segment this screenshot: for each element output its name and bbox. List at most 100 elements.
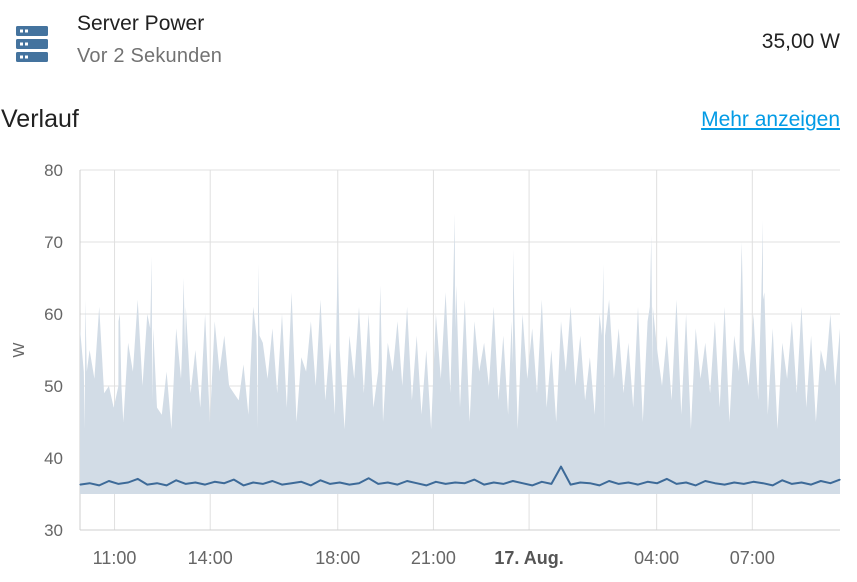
series-point — [829, 482, 832, 484]
series-point — [647, 481, 649, 483]
series-point — [579, 481, 581, 484]
series-point — [502, 483, 504, 485]
series-point — [79, 484, 81, 486]
x-tick-label: 21:00 — [411, 548, 456, 568]
y-tick-label: 60 — [44, 305, 63, 324]
series-point — [214, 481, 216, 483]
series-point — [127, 481, 129, 484]
series-point — [339, 481, 341, 484]
series-point — [752, 481, 755, 483]
series-point — [473, 479, 475, 481]
series-point — [493, 481, 495, 484]
series-point — [512, 480, 514, 482]
x-tick-label: 11:00 — [93, 548, 137, 568]
series-point — [406, 480, 408, 482]
series-point — [387, 481, 389, 484]
y-tick-label: 30 — [44, 521, 63, 540]
series-point — [724, 484, 726, 486]
series-point — [319, 479, 322, 481]
series-point — [117, 483, 120, 485]
x-tick-label: 17. Aug. — [494, 548, 563, 568]
series-point — [800, 481, 803, 484]
series-point — [233, 479, 235, 481]
entity-row[interactable]: Server Power Vor 2 Sekunden 35,00 W — [0, 0, 857, 80]
series-point — [743, 483, 745, 485]
series-point — [425, 484, 427, 486]
series-point — [550, 483, 553, 485]
server-icon — [16, 26, 48, 62]
series-point — [156, 482, 158, 484]
series-point — [656, 482, 658, 484]
x-tick-label: 14:00 — [188, 548, 233, 568]
x-tick-label: 07:00 — [730, 548, 775, 568]
series-point — [137, 478, 139, 480]
series-point — [531, 484, 533, 486]
series-point — [695, 484, 697, 486]
series-point — [666, 478, 668, 480]
series-point — [570, 484, 572, 486]
y-tick-label: 80 — [44, 161, 63, 180]
series-point — [704, 480, 706, 482]
series-point — [781, 479, 783, 481]
series-point — [772, 484, 774, 486]
history-title: Verlauf — [1, 105, 79, 133]
series-point — [396, 484, 399, 486]
series-point — [791, 483, 793, 485]
series-point — [464, 482, 466, 484]
series-point — [416, 482, 418, 484]
series-point — [300, 481, 302, 483]
series-point — [733, 481, 735, 484]
series-point — [146, 484, 148, 486]
show-more-link[interactable]: Mehr anzeigen — [701, 108, 840, 131]
y-tick-label: 40 — [44, 449, 63, 468]
series-point — [445, 483, 447, 485]
series-point — [108, 480, 110, 482]
series-point — [377, 483, 379, 485]
series-line — [79, 465, 841, 487]
series-point — [358, 482, 360, 484]
y-tick-label: 70 — [44, 233, 63, 252]
series-point — [242, 484, 245, 486]
series-point — [521, 482, 524, 484]
series-point — [291, 482, 293, 484]
series-point — [627, 481, 630, 484]
series-point — [608, 480, 610, 482]
series-point — [223, 482, 225, 484]
series-point — [675, 483, 678, 485]
series-point — [348, 484, 350, 486]
y-tick-label: 50 — [44, 377, 63, 396]
series-point — [762, 482, 764, 484]
series-point — [252, 481, 254, 484]
series-point — [714, 482, 716, 484]
series-point — [194, 481, 196, 484]
entity-state: 35,00 W — [761, 30, 840, 53]
series-point — [98, 484, 100, 486]
series-point — [483, 484, 485, 486]
series-point — [541, 481, 543, 483]
x-tick-label: 04:00 — [634, 548, 679, 568]
series-point — [598, 484, 601, 486]
series-point — [329, 483, 331, 485]
series-point — [454, 481, 456, 484]
series-point — [839, 479, 841, 481]
series-point — [204, 484, 206, 486]
series-point — [589, 482, 591, 484]
series-point — [89, 482, 91, 484]
series-point — [368, 477, 370, 479]
history-chart: 30 40 50 60 70 80 11:00 14:00 18:00 21:00 17. Aug.… — [11, 161, 841, 568]
series-point — [685, 481, 687, 484]
entity-name: Server Power — [77, 12, 205, 35]
series-point — [810, 484, 812, 486]
series-point — [166, 484, 168, 486]
series-point — [820, 480, 822, 482]
entity-last-changed: Vor 2 Sekunden — [77, 45, 223, 67]
series-point — [435, 481, 437, 483]
series-min-max-band — [80, 213, 840, 494]
y-axis-label: W — [11, 342, 28, 358]
series-point — [281, 484, 283, 486]
series-point — [271, 480, 273, 482]
series-point — [560, 466, 562, 468]
series-point — [175, 479, 177, 481]
series-point — [185, 483, 187, 485]
series-point — [618, 483, 620, 485]
